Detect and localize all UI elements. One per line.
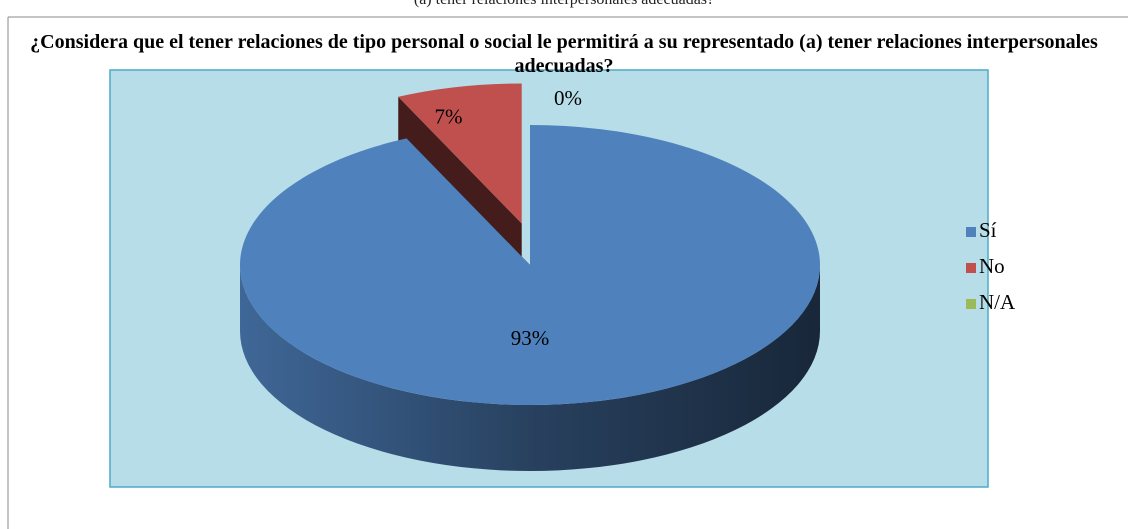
legend-swatch (966, 263, 976, 273)
data-label: 7% (434, 105, 462, 129)
data-label: 0% (554, 86, 582, 110)
caption: (a) tener relaciones interpersonales ade… (0, 0, 1128, 9)
legend-label: N/A (979, 290, 1016, 314)
legend-swatch (966, 299, 976, 309)
legend-label: No (979, 254, 1005, 278)
data-label: 93% (511, 326, 550, 350)
legend-swatch (966, 227, 976, 237)
slice-side (240, 265, 820, 471)
slice (239, 125, 821, 471)
slice-top (398, 83, 522, 224)
legend: Sí No N/A (966, 218, 1016, 314)
chart-title: ¿Considera que el tener relaciones de ti… (30, 31, 1098, 77)
legend-label: Sí (979, 218, 997, 242)
pie: 93% 7% 0% (239, 83, 821, 471)
slice-top (239, 125, 821, 405)
